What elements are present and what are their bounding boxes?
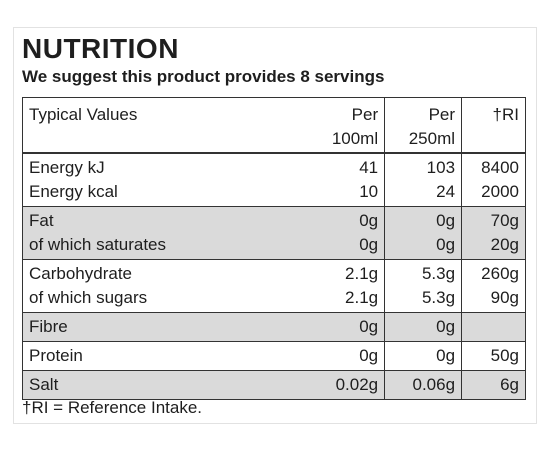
table-row: Fat 0g 0g 70g: [23, 206, 526, 233]
card: [13, 27, 537, 424]
row-group: Energy kJ 41 103 8400 Energy kcal 10 24 2000: [22, 152, 526, 206]
table-cell: 70g: [461, 206, 526, 233]
table-cell: 2.1g: [345, 263, 379, 283]
header-line: Per: [428, 105, 456, 124]
table-cell: 2000: [461, 179, 526, 206]
table-cell: Energy kJ: [29, 157, 105, 177]
table-cell: 0g: [384, 341, 462, 370]
table-cell: of which sugars: [29, 287, 148, 307]
table-cell: 0g: [359, 210, 379, 230]
table-cell: 90g: [461, 285, 526, 312]
table-cell: 0g: [359, 234, 379, 254]
table-head: Typical Values Per 100ml Per 250ml †RI: [22, 97, 526, 153]
table-cell: [461, 312, 526, 341]
row-group: Salt 0.02g 0.06g 6g: [22, 370, 526, 399]
table-cell: Fibre: [29, 316, 68, 336]
table-row: of which saturates 0g 0g 20g: [23, 232, 526, 259]
table-cell: Salt: [29, 374, 59, 394]
table-cell: 103: [384, 152, 462, 180]
header-line: 250ml: [408, 129, 456, 148]
table-row: of which sugars 2.1g 5.3g 90g: [23, 285, 526, 312]
table-cell: of which saturates: [29, 234, 167, 254]
table-cell: 0g: [384, 232, 462, 259]
table-row: Energy kcal 10 24 2000: [23, 179, 526, 206]
header-line: Typical Values: [29, 105, 138, 124]
table-cell: 50g: [461, 341, 526, 370]
table-cell: 20g: [461, 232, 526, 259]
header-line: †RI: [492, 105, 519, 124]
table-cell: 10: [359, 181, 379, 201]
row-group: Protein 0g 0g 50g: [22, 341, 526, 370]
header-row: Typical Values Per 100ml Per 250ml †RI: [22, 97, 526, 153]
table-cell: Energy kcal: [29, 181, 118, 201]
table-cell: 41: [359, 157, 379, 177]
column-header: Per 100ml: [280, 98, 385, 153]
title: NUTRITION: [22, 33, 179, 64]
footnote: †RI = Reference Intake.: [22, 398, 203, 417]
table-cell: 0g: [384, 312, 462, 341]
table-cell: 260g: [461, 259, 526, 286]
table-cell: 8400: [461, 152, 526, 180]
table-cell: 5.3g: [384, 259, 462, 286]
row-group: Fibre 0g 0g: [22, 312, 526, 341]
table-cell: 0g: [359, 316, 379, 336]
row-group: Carbohydrate 2.1g 5.3g 260g of which sugars 2…: [22, 259, 526, 312]
column-header: Per 250ml: [384, 97, 462, 153]
table-row: Energy kJ 41 103 8400: [23, 152, 526, 180]
subtitle: We suggest this product provides 8 servi…: [22, 67, 385, 86]
table-row: Protein 0g 0g 50g: [23, 341, 526, 370]
table-cell: 0.02g: [335, 374, 379, 394]
table-cell: Protein: [29, 345, 83, 365]
table-cell: Carbohydrate: [29, 263, 133, 283]
header-line: Per: [351, 105, 379, 124]
header-line: 100ml: [331, 129, 379, 148]
table-row: Fibre 0g 0g: [23, 312, 526, 341]
column-header: Typical Values: [23, 98, 280, 153]
table-cell: 24: [384, 179, 462, 206]
table-cell: 2.1g: [345, 287, 379, 307]
table-row: Carbohydrate 2.1g 5.3g 260g: [23, 259, 526, 286]
nutrition-table: Typical Values Per 100ml Per 250ml †RI Energy…: [22, 97, 526, 400]
table-cell: 5.3g: [384, 285, 462, 312]
table-cell: 0.06g: [384, 370, 462, 399]
table-cell: 6g: [461, 370, 526, 399]
row-group: Fat 0g 0g 70g of which saturates 0g 0g 20g: [22, 206, 526, 259]
column-header: †RI: [461, 97, 526, 153]
table-row: Salt 0.02g 0.06g 6g: [23, 370, 526, 399]
table-cell: 0g: [384, 206, 462, 233]
table-cell: Fat: [29, 210, 54, 230]
table-cell: 0g: [359, 345, 379, 365]
